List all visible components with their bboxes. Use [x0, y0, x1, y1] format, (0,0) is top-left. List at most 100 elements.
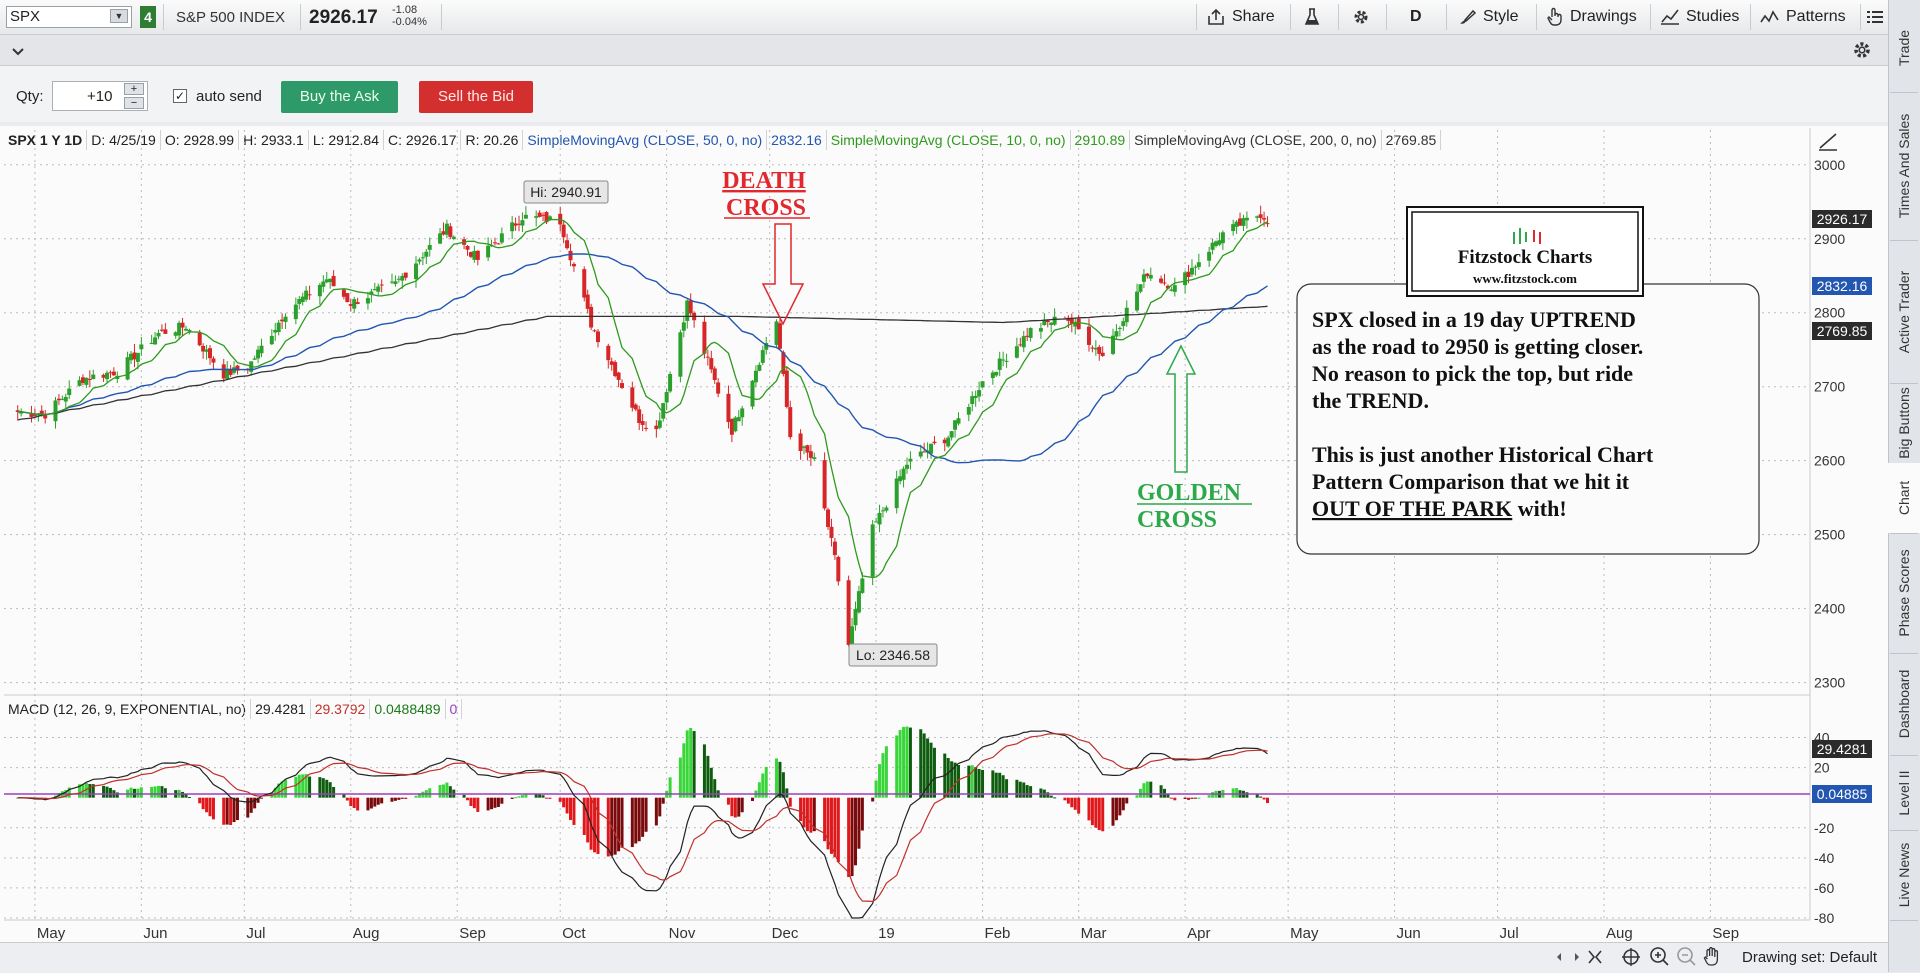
right-tab-dashboard[interactable]: Dashboard [1888, 653, 1920, 755]
candle [1004, 353, 1009, 368]
macd-histogram-bar [1025, 785, 1029, 798]
macd-histogram-bar [1087, 797, 1091, 821]
quantity-decrement-button[interactable]: − [124, 97, 144, 109]
right-tab-live-news[interactable]: Live News [1888, 830, 1920, 920]
candle [389, 273, 394, 284]
studies-button[interactable]: Studies [1660, 6, 1739, 28]
macd-line [17, 730, 1268, 919]
candle [640, 414, 645, 432]
macd-histogram-bar [277, 783, 281, 798]
macd-histogram-bar [308, 776, 312, 798]
chart-navigation-icons [1557, 947, 1719, 966]
macd-histogram-bar [325, 779, 329, 798]
macd-histogram-bar [857, 797, 861, 849]
svg-text:CROSS: CROSS [726, 195, 806, 221]
right-tab-active-trader[interactable]: Active Trader [1888, 240, 1920, 383]
sma50-label[interactable]: SimpleMovingAvg (CLOSE, 50, 0, no) [523, 130, 768, 150]
toolbar-divider [1750, 4, 1751, 30]
candle [276, 319, 281, 336]
candle [953, 420, 958, 438]
drawings-button[interactable]: Drawings [1546, 6, 1637, 28]
right-tab-times-and-sales[interactable]: Times And Sales [1888, 92, 1920, 240]
share-icon [1208, 8, 1224, 25]
macd-histogram-bar [991, 770, 995, 798]
right-tab-big-buttons[interactable]: Big Buttons [1888, 383, 1920, 463]
menu-button[interactable] [1866, 6, 1884, 28]
collapse-chevron-button[interactable] [11, 44, 25, 60]
note-box[interactable]: SPX closed in a 19 day UPTREND as the ro… [1296, 283, 1760, 555]
style-button[interactable]: Style [1459, 6, 1519, 28]
crosshair-icon[interactable] [1622, 948, 1640, 966]
scroll-right-icon[interactable] [1575, 953, 1579, 961]
macd-histogram-bar [860, 797, 864, 831]
right-tab-level-ii[interactable]: Level II [1888, 755, 1920, 830]
candle [321, 275, 326, 293]
candle [832, 537, 837, 560]
toolbar-divider [163, 4, 164, 30]
symbol-dropdown-button[interactable]: ▼ [110, 9, 128, 23]
candle [1124, 300, 1129, 327]
percent-change-value: -0.04% [392, 16, 427, 28]
candle [609, 357, 614, 371]
macd-histogram-bar [847, 797, 851, 878]
flask-button[interactable] [1303, 6, 1321, 28]
macd-histogram-bar [874, 780, 878, 798]
zoom-out-icon[interactable] [1677, 947, 1696, 966]
timeframe-button[interactable]: D [1410, 6, 1422, 28]
candle [922, 442, 927, 453]
pan-hand-icon[interactable] [1703, 947, 1719, 966]
death-cross-annotation[interactable]: DEATH CROSS [722, 168, 810, 326]
macd-histogram-bar [641, 797, 645, 837]
scroll-left-icon[interactable] [1557, 953, 1561, 961]
right-tab-phase-scores[interactable]: Phase Scores [1888, 533, 1920, 653]
candle [317, 282, 322, 305]
macd-histogram-bar [757, 782, 761, 798]
macd-histogram-bar [967, 765, 971, 798]
macd-histogram-bar [836, 797, 840, 863]
macd-histogram-bar [1039, 788, 1043, 798]
macd-histogram-bar [644, 797, 648, 832]
macd-histogram-bar [678, 757, 682, 798]
sell-the-bid-button[interactable]: Sell the Bid [419, 81, 533, 113]
golden-cross-annotation[interactable]: GOLDEN CROSS [1137, 344, 1252, 533]
sma10-label[interactable]: SimpleMovingAvg (CLOSE, 10, 0, no) [827, 130, 1071, 150]
macd-label[interactable]: MACD (12, 26, 9, EXPONENTIAL, no) [4, 699, 252, 719]
quantity-increment-button[interactable]: + [124, 83, 144, 95]
right-tab-chart[interactable]: Chart [1888, 463, 1920, 533]
drawing-set-label[interactable]: Drawing set: Default [1742, 949, 1878, 966]
macd-histogram-bar [493, 797, 497, 808]
auto-send-checkbox[interactable]: ✓ [173, 89, 187, 103]
macd-histogram-bar [1245, 792, 1249, 798]
patterns-button[interactable]: Patterns [1760, 6, 1846, 28]
chart-settings-button[interactable] [1852, 40, 1872, 63]
sma200-label[interactable]: SimpleMovingAvg (CLOSE, 200, 0, no) [1130, 130, 1382, 150]
candle [221, 358, 226, 383]
right-tab-label: Live News [1896, 842, 1912, 908]
macd-histogram-bar [448, 786, 452, 798]
link-group-badge[interactable]: 4 [140, 6, 156, 28]
zoom-fit-icon[interactable] [1588, 950, 1602, 964]
macd-histogram-bar [1022, 782, 1026, 798]
buy-the-ask-button[interactable]: Buy the Ask [281, 81, 398, 113]
macd-histogram-bar [205, 797, 209, 813]
zoom-in-icon[interactable] [1650, 947, 1669, 966]
macd-histogram-bar [1135, 795, 1139, 798]
share-button[interactable]: Share [1206, 6, 1275, 28]
macd-histogram-bar [905, 726, 909, 798]
candle [733, 416, 738, 433]
macd-histogram-bar [517, 796, 521, 798]
candle [1069, 313, 1074, 333]
expand-axis-icon[interactable] [1817, 132, 1839, 152]
settings-button[interactable] [1352, 6, 1370, 28]
symbol-input[interactable] [6, 6, 132, 28]
right-tab-trade[interactable]: Trade [1888, 4, 1920, 92]
right-tab-label: Dashboard [1896, 669, 1912, 739]
tab-divider [1890, 533, 1918, 534]
macd-histogram-bar [606, 797, 610, 857]
candle [884, 505, 889, 513]
macd-histogram-bar [235, 797, 239, 821]
macd-histogram-bar [466, 797, 470, 801]
candle [1193, 264, 1198, 276]
candle [729, 418, 734, 443]
